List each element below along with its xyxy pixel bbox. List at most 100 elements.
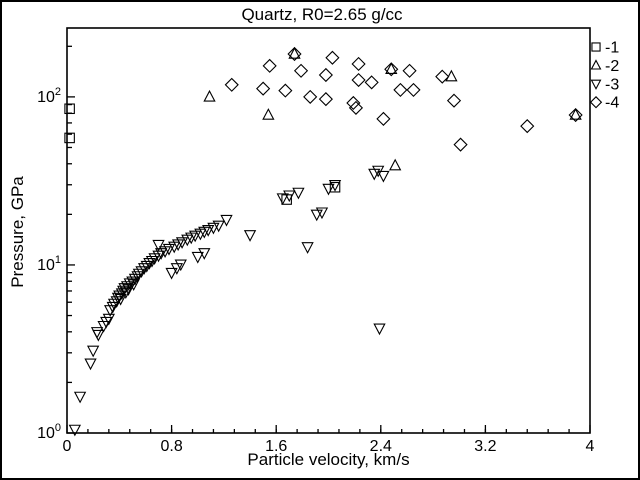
triangle-down-marker (107, 298, 121, 311)
triangle-down-marker (198, 248, 211, 260)
triangle-up-marker (203, 89, 216, 102)
triangle-down-marker (310, 209, 323, 222)
x-axis-title: Particle velocity, km/s (247, 450, 410, 469)
diamond-marker (262, 58, 277, 73)
triangle-up-marker (590, 59, 602, 70)
legend-label: -2 (605, 58, 619, 75)
square-marker (591, 42, 601, 52)
triangle-down-marker (73, 391, 87, 404)
triangle-down-marker (92, 329, 105, 342)
x-axis-ticks (66, 425, 591, 433)
x-tick-label: 2.4 (370, 438, 392, 455)
y-axis-title: Pressure, GPa (8, 176, 27, 288)
triangle-down-marker (162, 243, 176, 256)
diamond-marker (325, 50, 340, 65)
triangle-up-marker (569, 108, 582, 120)
legend-label: -1 (605, 40, 619, 57)
diamond-marker (287, 46, 302, 62)
triangle-down-marker (276, 193, 289, 206)
triangle-down-marker (170, 263, 183, 275)
triangle-down-marker (118, 283, 131, 295)
triangle-down-marker (175, 237, 189, 249)
triangle-down-marker (128, 273, 142, 286)
diamond-marker (256, 81, 271, 96)
plot-border (66, 27, 591, 434)
triangle-down-marker (165, 267, 178, 280)
y-tick-label: 101 (37, 254, 61, 274)
square-marker (64, 103, 75, 115)
triangle-down-marker (86, 345, 100, 358)
triangle-down-marker (191, 251, 204, 264)
square-marker (281, 194, 292, 205)
triangle-up-marker (262, 108, 275, 120)
diamond-marker (224, 77, 239, 92)
triangle-down-marker (123, 278, 136, 291)
triangle-down-marker (315, 207, 329, 220)
triangle-down-marker (174, 259, 187, 272)
diamond-marker (293, 63, 309, 78)
triangle-down-marker (292, 187, 305, 200)
triangle-down-marker (152, 239, 165, 252)
triangle-down-marker (135, 266, 148, 278)
y-tick-labels: 100 101 102 (37, 86, 61, 442)
triangle-down-marker (103, 305, 117, 317)
x-tick-label: 0 (63, 438, 72, 455)
series-triangle-down (68, 165, 390, 437)
diamond-marker (393, 82, 408, 98)
x-tick-label: 3.2 (474, 438, 496, 455)
diamond-marker (446, 93, 462, 108)
triangle-down-marker (68, 424, 82, 437)
diamond-marker (568, 107, 583, 123)
legend-label: -4 (605, 95, 619, 112)
triangle-up-marker (288, 47, 301, 59)
diamond-marker (406, 82, 421, 98)
triangle-down-marker (188, 230, 202, 243)
square-marker (64, 132, 75, 144)
triangle-down-marker (220, 214, 233, 227)
legend-label: -3 (605, 76, 619, 93)
triangle-up-marker (385, 62, 398, 75)
x-tick-labels: 0 0.8 1.6 2.4 3.2 4 (63, 438, 595, 455)
diamond-marker (318, 67, 333, 83)
triangle-down-marker (137, 263, 151, 275)
triangle-down-marker (143, 258, 156, 270)
triangle-down-marker (114, 293, 127, 306)
legend: -1-2-3 -4 (589, 40, 619, 112)
diamond-marker (384, 62, 399, 77)
triangle-down-marker (145, 255, 159, 268)
diamond-marker (303, 89, 318, 104)
series-triangle-up (203, 47, 582, 171)
diamond-marker (318, 92, 333, 107)
triangle-down-marker (207, 222, 220, 235)
diamond-marker (435, 69, 450, 84)
triangle-up-marker (445, 69, 458, 82)
triangle-down-marker (212, 220, 225, 233)
triangle-down-marker (202, 224, 215, 237)
x-tick-label: 4 (586, 438, 595, 455)
triangle-down-marker (127, 279, 140, 291)
triangle-down-marker (377, 170, 390, 183)
diamond-marker (364, 75, 379, 90)
diamond-marker (453, 137, 468, 152)
diamond-marker (351, 56, 366, 72)
triangle-down-marker (373, 323, 386, 336)
triangle-down-marker (119, 287, 132, 299)
triangle-down-marker (283, 190, 296, 203)
diamond-marker (278, 83, 293, 98)
x-tick-label: 0.8 (160, 438, 182, 455)
triangle-down-marker (368, 168, 381, 181)
triangle-down-marker (328, 180, 342, 192)
diamond-marker (589, 96, 603, 109)
x-tick-label: 1.6 (265, 438, 287, 455)
triangle-down-marker (100, 316, 113, 329)
series-square (64, 103, 341, 205)
triangle-down-marker (122, 284, 135, 296)
y-tick-label: 102 (37, 86, 61, 106)
diamond-marker (402, 63, 417, 78)
triangle-down-marker (590, 79, 602, 90)
diamond-marker (346, 95, 361, 111)
diamond-marker (348, 100, 364, 115)
square-marker (329, 181, 341, 193)
